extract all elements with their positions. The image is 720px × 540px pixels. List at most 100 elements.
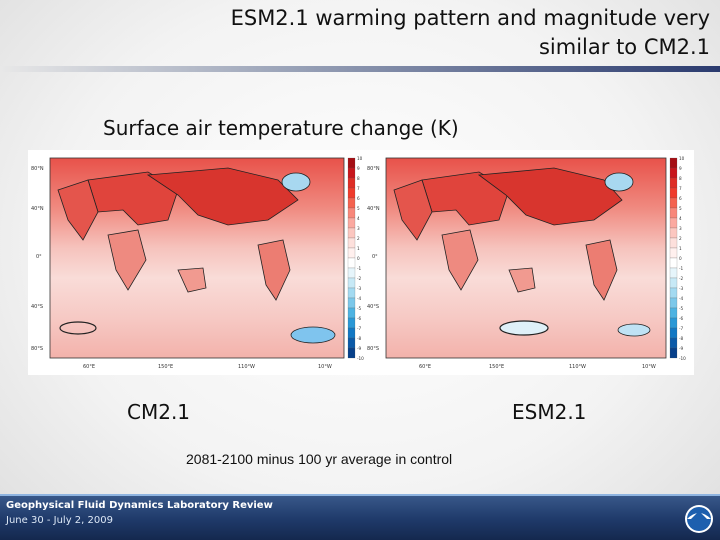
colorbar-label: -5	[679, 306, 684, 311]
lon-label: 10°W	[318, 364, 332, 370]
lat-label: 40°S	[31, 304, 43, 310]
lat-label: 80°S	[367, 346, 379, 352]
colorbar-swatch	[347, 187, 356, 199]
colorbar-swatch	[347, 207, 356, 219]
footer-rule	[0, 494, 720, 496]
colorbar-swatch	[347, 197, 356, 209]
colorbar-label: 5	[679, 206, 682, 211]
colorbar-swatch	[669, 247, 678, 259]
map-esm21: 80°N 40°N 0° 40°S 80°S 60°E 150°E 110°W …	[364, 150, 694, 375]
colorbar-label: -4	[679, 296, 684, 301]
colorbar-label: -6	[357, 316, 362, 321]
colorbar-label: -2	[679, 276, 684, 281]
lon-label: 60°E	[83, 364, 95, 370]
colorbar-swatch	[669, 317, 678, 329]
colorbar-label: 8	[679, 176, 682, 181]
lon-label: 60°E	[419, 364, 431, 370]
lat-label: 0°	[372, 254, 378, 260]
colorbar-label: -1	[357, 266, 362, 271]
noaa-logo-icon	[685, 505, 713, 533]
colorbar-swatch	[669, 207, 678, 219]
colorbar-swatch	[669, 177, 678, 189]
lat-label: 0°	[36, 254, 42, 260]
colorbar-label: -9	[679, 346, 684, 351]
colorbar-label: -10	[679, 356, 686, 361]
colorbar-label: 6	[679, 196, 682, 201]
colorbar-swatch	[669, 187, 678, 199]
colorbar-label: 1	[679, 246, 682, 251]
colorbar-swatch	[669, 327, 678, 339]
footer-date: June 30 - July 2, 2009	[6, 515, 113, 526]
colorbar-label: 3	[679, 226, 682, 231]
colorbar-label: 2	[357, 236, 360, 241]
colorbar-swatch	[669, 237, 678, 249]
colorbar-label: 3	[357, 226, 360, 231]
colorbar-swatch	[347, 337, 356, 349]
colorbar-label: 4	[357, 216, 360, 221]
title-rule	[0, 66, 720, 72]
lat-label: 40°S	[367, 304, 379, 310]
colorbar-swatch	[347, 247, 356, 259]
colorbar-label: -5	[357, 306, 362, 311]
colorbar-swatch	[669, 337, 678, 349]
footnote: 2081-2100 minus 100 yr average in contro…	[186, 451, 453, 467]
colorbar-swatch	[669, 277, 678, 289]
lon-label: 110°W	[569, 364, 586, 370]
colorbar-swatch	[669, 157, 678, 169]
colorbar-label: 5	[357, 206, 360, 211]
footer-banner	[0, 494, 720, 540]
colorbar-swatch	[347, 347, 356, 359]
colorbar-swatch	[347, 157, 356, 169]
colorbar-swatch	[347, 287, 356, 299]
colorbar-swatch	[669, 307, 678, 319]
colorbar-label: 0	[679, 256, 682, 261]
colorbar-swatch	[347, 297, 356, 309]
colorbar-label: -9	[357, 346, 362, 351]
lat-label: 80°N	[31, 166, 44, 172]
colorbar-swatch	[669, 257, 678, 269]
colorbar-swatch	[669, 297, 678, 309]
caption-cm21: CM2.1	[127, 400, 191, 424]
colorbar-label: 8	[357, 176, 360, 181]
colorbar-label: -8	[679, 336, 684, 341]
colorbar-swatch	[347, 257, 356, 269]
slide-title: ESM2.1 warming pattern and magnitude ver…	[230, 6, 710, 59]
map-cm21: 80°N 40°N 0° 40°S 80°S 60°E 150°E 110°W …	[28, 150, 364, 375]
colorbar-swatch	[347, 327, 356, 339]
colorbar-swatch	[347, 237, 356, 249]
colorbar-label: 9	[679, 166, 682, 171]
slide-subtitle: Surface air temperature change (K)	[103, 116, 459, 140]
colorbar-label: -1	[679, 266, 684, 271]
colorbar-label: 7	[679, 186, 682, 191]
lat-label: 40°N	[367, 206, 380, 212]
colorbar-label: 6	[357, 196, 360, 201]
colorbar-label: -10	[357, 356, 364, 361]
colorbar-label: 1	[357, 246, 360, 251]
colorbar-label: 10	[679, 156, 685, 161]
colorbar-label: -7	[679, 326, 684, 331]
lon-label: 110°W	[238, 364, 255, 370]
colorbar-swatch	[669, 167, 678, 179]
lat-label: 40°N	[31, 206, 44, 212]
colorbar-swatch	[669, 287, 678, 299]
colorbar-swatch	[347, 277, 356, 289]
lon-label: 150°E	[489, 364, 504, 370]
colorbar-swatch	[669, 227, 678, 239]
colorbar-label: -4	[357, 296, 362, 301]
colorbar-label: 10	[357, 156, 363, 161]
colorbar-label: -3	[679, 286, 684, 291]
lat-label: 80°S	[31, 346, 43, 352]
caption-esm21: ESM2.1	[512, 400, 587, 424]
colorbar-label: -8	[357, 336, 362, 341]
colorbar-swatch	[347, 317, 356, 329]
colorbar-swatch	[669, 217, 678, 229]
colorbar-label: 7	[357, 186, 360, 191]
lat-label: 80°N	[367, 166, 380, 172]
colorbar-swatch	[347, 267, 356, 279]
colorbar-label: -6	[679, 316, 684, 321]
colorbar-swatch	[347, 307, 356, 319]
footer-title: Geophysical Fluid Dynamics Laboratory Re…	[6, 500, 273, 511]
colorbar-label: -2	[357, 276, 362, 281]
colorbar-label: 2	[679, 236, 682, 241]
colorbar-label: -3	[357, 286, 362, 291]
